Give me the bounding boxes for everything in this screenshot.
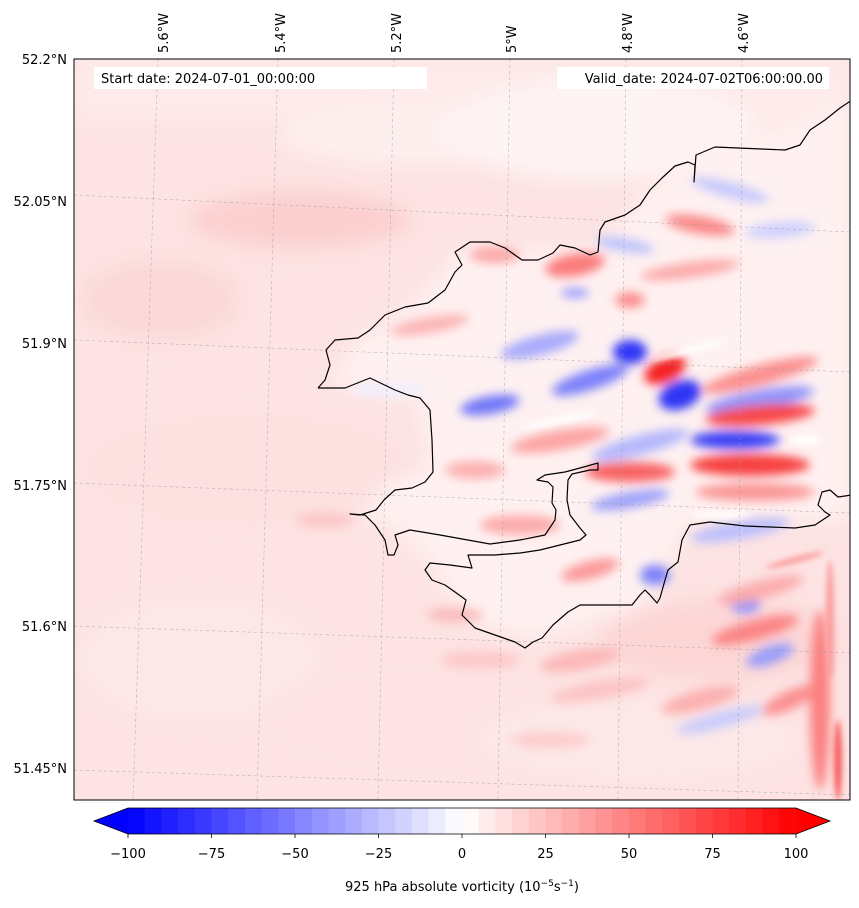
colorbar-segment — [228, 808, 246, 834]
colorbar-segment — [462, 808, 480, 834]
colorbar-segment — [512, 808, 530, 834]
colorbar: −100 −75 −50 −25 0 25 50 75 100 925 hPa … — [92, 807, 832, 895]
colorbar-tick-label: 0 — [458, 847, 466, 862]
colorbar-segment — [562, 808, 580, 834]
colorbar-segment — [729, 808, 747, 834]
colorbar-segment — [428, 808, 446, 834]
colorbar-tick-label: 100 — [784, 847, 809, 862]
vorticity-texture — [520, 339, 842, 800]
lon-label: 4.6°W — [737, 13, 752, 53]
colorbar-segment — [261, 808, 279, 834]
lat-label: 52.05°N — [14, 195, 67, 210]
colorbar-ticks — [127, 834, 797, 838]
colorbar-segment — [478, 808, 496, 834]
colorbar-segment — [745, 808, 764, 834]
colorbar-segment — [345, 808, 363, 834]
lat-label: 51.9°N — [22, 337, 67, 352]
valid-date-label: Valid_date: 2024-07-02T06:00:00.00 — [585, 72, 823, 87]
colorbar-segment — [762, 808, 780, 834]
colorbar-segment — [194, 808, 213, 834]
colorbar-tick-label: −100 — [110, 847, 146, 862]
colorbar-tick-label: −75 — [198, 847, 225, 862]
colorbar-tick-label: 50 — [621, 847, 638, 862]
colorbar-segment — [278, 808, 296, 834]
colorbar-min-extend — [94, 808, 128, 834]
colorbar-tick-labels: −100 −75 −50 −25 0 25 50 75 100 — [110, 847, 808, 862]
colorbar-segment — [528, 808, 547, 834]
lat-label: 51.45°N — [14, 762, 67, 777]
start-date-label: Start date: 2024-07-01_00:00:00 — [101, 72, 315, 87]
colorbar-segment — [595, 808, 613, 834]
lon-label: 5.4°W — [274, 13, 289, 53]
lon-label: 4.8°W — [621, 13, 636, 53]
colorbar-segments — [128, 808, 797, 834]
lat-label: 52.2°N — [22, 53, 67, 68]
colorbar-segment — [311, 808, 329, 834]
colorbar-tick-label: 25 — [537, 847, 554, 862]
colorbar-segment — [178, 808, 196, 834]
colorbar-segment — [211, 808, 229, 834]
colorbar-segment — [361, 808, 380, 834]
colorbar-segment — [378, 808, 396, 834]
map-frame — [73, 58, 851, 801]
colorbar-segment — [662, 808, 680, 834]
colorbar-segment — [679, 808, 697, 834]
colorbar-segment — [612, 808, 630, 834]
lon-label: 5.6°W — [157, 13, 172, 53]
map-panel — [74, 59, 850, 800]
colorbar-segment — [144, 808, 162, 834]
coastline — [317, 100, 850, 649]
colorbar-segment — [328, 808, 346, 834]
colorbar-segment — [629, 808, 647, 834]
valid-date-box: Valid_date: 2024-07-02T06:00:00.00 — [557, 67, 829, 89]
latitude-labels: 52.2°N 52.05°N 51.9°N 51.75°N 51.6°N 51.… — [14, 53, 67, 777]
colorbar-tick-label: 75 — [704, 847, 721, 862]
colorbar-segment — [695, 808, 714, 834]
colorbar-segment — [779, 808, 797, 834]
colorbar-segment — [128, 808, 146, 834]
colorbar-segment — [495, 808, 513, 834]
colorbar-tick-label: −50 — [281, 847, 308, 862]
lon-label: 5°W — [505, 25, 520, 53]
longitude-labels: 5.6°W 5.4°W 5.2°W 5°W 4.8°W 4.6°W — [157, 13, 752, 53]
colorbar-segment — [578, 808, 597, 834]
colorbar-tick-label: −25 — [365, 847, 392, 862]
lat-label: 51.6°N — [22, 620, 67, 635]
colorbar-segment — [545, 808, 563, 834]
colorbar-segment — [161, 808, 179, 834]
colorbar-label: 925 hPa absolute vorticity (10−5s−1) — [345, 879, 579, 895]
colorbar-segment — [411, 808, 430, 834]
colorbar-segment — [395, 808, 413, 834]
colorbar-segment — [712, 808, 730, 834]
colorbar-segment — [244, 808, 263, 834]
colorbar-segment — [295, 808, 313, 834]
start-date-box: Start date: 2024-07-01_00:00:00 — [94, 67, 427, 89]
lat-label: 51.75°N — [14, 479, 67, 494]
lon-label: 5.2°W — [390, 13, 405, 53]
colorbar-max-extend — [796, 808, 830, 834]
vorticity-streaks — [295, 177, 830, 790]
colorbar-segment — [645, 808, 663, 834]
colorbar-segment — [445, 808, 463, 834]
